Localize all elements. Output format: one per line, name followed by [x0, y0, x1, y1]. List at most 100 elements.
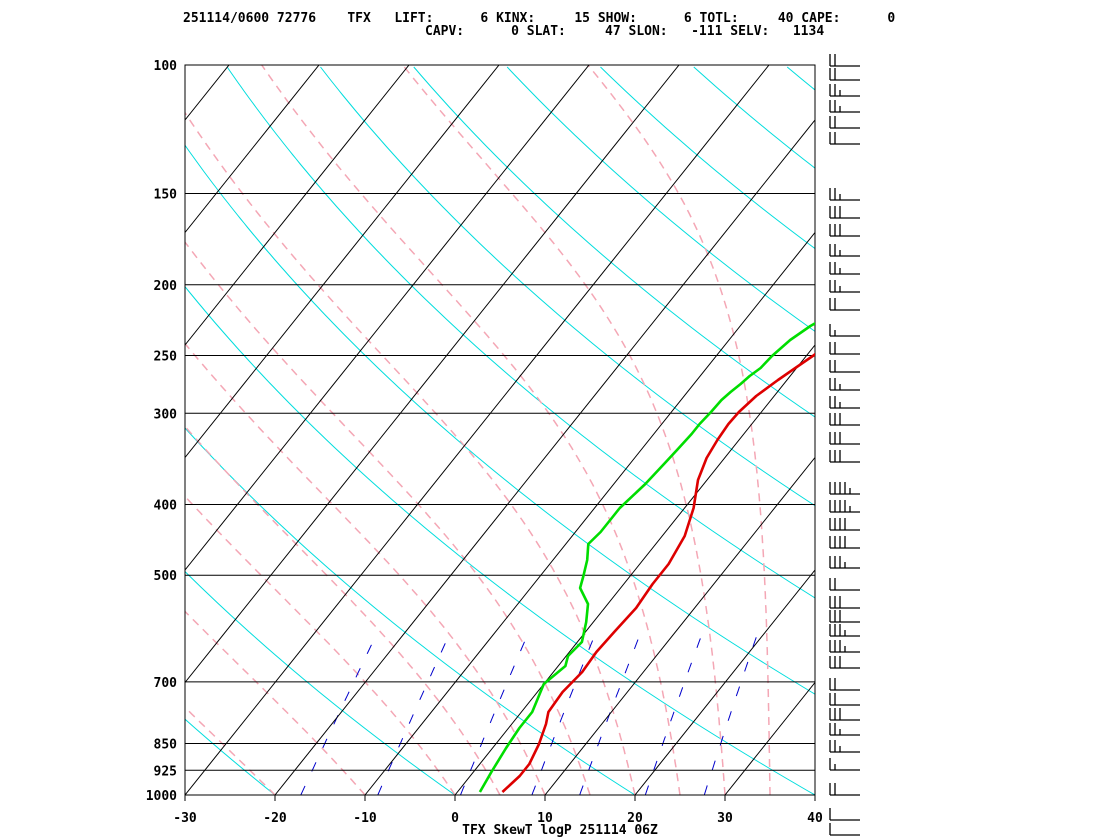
isotherm	[185, 65, 230, 121]
wind-barb	[829, 68, 860, 81]
moist-adiabat	[185, 425, 501, 795]
isotherm	[185, 65, 410, 346]
wind-barb	[829, 54, 860, 67]
pressure-tick-label: 700	[154, 676, 178, 691]
dry-adiabat	[881, 67, 1120, 795]
isotherm	[634, 569, 815, 795]
wind-barb	[829, 262, 860, 275]
dry-adiabat	[0, 67, 95, 795]
wind-barb	[829, 708, 860, 721]
wind-barb	[829, 342, 860, 355]
x-tick-label: 40	[807, 811, 823, 826]
wind-barb	[829, 500, 860, 513]
wind-barb	[829, 413, 860, 426]
x-axis-label: TFX SkewT logP 251114 06Z	[462, 823, 658, 838]
wind-barb	[829, 298, 860, 311]
wind-barb	[829, 536, 860, 549]
wind-barb	[829, 396, 860, 409]
temperature-tick-labels: -30 -20 -10 0 10 20 30 40	[173, 811, 823, 826]
moist-adiabat	[185, 111, 636, 795]
wind-barb	[829, 378, 860, 391]
pressure-tick-label: 1000	[146, 789, 177, 804]
isotherm	[185, 65, 590, 571]
pressure-tick-label: 250	[154, 350, 178, 365]
moist-adiabat	[185, 610, 366, 795]
wind-barb	[829, 280, 860, 293]
wind-barb	[829, 783, 860, 796]
wind-barb	[829, 188, 860, 201]
dry-adiabat	[693, 66, 815, 169]
x-tick-label: 30	[717, 811, 733, 826]
dry-adiabat	[226, 66, 815, 599]
wind-barb	[829, 116, 860, 129]
pressure-tick-label: 925	[154, 764, 177, 779]
dry-adiabat	[185, 718, 276, 795]
isotherm	[274, 119, 815, 795]
wind-barb	[829, 678, 860, 691]
wind-barb	[829, 578, 860, 591]
wind-barb	[829, 224, 860, 237]
wind-barb	[829, 758, 860, 771]
moist-adiabat	[587, 65, 771, 795]
isotherm	[544, 456, 815, 795]
isotherm	[185, 65, 500, 459]
dry-adiabat	[185, 427, 636, 795]
isotherm	[814, 794, 815, 795]
wind-barb	[829, 823, 860, 836]
wind-barb	[829, 556, 860, 569]
wind-barb	[829, 432, 860, 445]
wind-barb	[829, 206, 860, 219]
dry-adiabat	[974, 67, 1120, 795]
isotherm	[185, 65, 680, 684]
mixing-ratio-line	[460, 632, 529, 795]
x-tick-label: -30	[173, 811, 197, 826]
x-tick-label: 20	[627, 811, 643, 826]
isotherm	[905, 65, 1120, 795]
pressure-tick-label: 200	[154, 279, 178, 294]
moist-adiabat	[185, 342, 546, 795]
isotherm	[185, 65, 320, 234]
plot-border	[184, 64, 816, 796]
wind-barb	[829, 100, 860, 113]
dry-adiabat	[185, 285, 815, 795]
wind-barb	[829, 610, 860, 623]
wind-barb	[829, 693, 860, 706]
moist-adiabat	[185, 240, 591, 795]
moist-adiabat	[185, 495, 456, 795]
isotherm	[0, 65, 139, 795]
dry-adiabat	[320, 66, 815, 507]
x-tick-label: -10	[353, 811, 377, 826]
dry-adiabat	[185, 144, 815, 695]
isotherm	[364, 231, 815, 795]
mixing-ratio-line	[644, 632, 703, 795]
header-line-2: CAPV: 0 SLAT: 47 SLON: -111 SELV: 1134	[425, 24, 824, 39]
isotherm	[0, 65, 49, 795]
isotherm	[724, 681, 815, 795]
wind-barbs	[829, 54, 860, 836]
mixing-ratio-line	[703, 632, 759, 795]
x-tick-label: 0	[451, 811, 459, 826]
isotherm	[454, 344, 815, 795]
pressure-tick-label: 850	[154, 738, 178, 753]
mixing-ratio-line	[531, 632, 597, 795]
mixing-ratio-line	[579, 632, 642, 795]
wind-barb	[829, 723, 860, 736]
dry-adiabat	[506, 66, 815, 332]
pressure-tick-label: 150	[154, 188, 178, 203]
pressure-tick-label: 500	[154, 569, 178, 584]
isotherm	[185, 65, 770, 795]
dry-adiabat	[600, 66, 815, 250]
series-layer	[478, 321, 815, 793]
dry-adiabat	[1067, 67, 1120, 795]
wind-barb	[829, 84, 860, 97]
wind-barb	[829, 482, 860, 495]
wind-barb	[829, 656, 860, 669]
wind-barb	[829, 324, 860, 337]
dewpoint-profile	[478, 321, 815, 793]
wind-barb	[829, 640, 860, 653]
wind-barb	[829, 624, 860, 637]
wind-barb	[829, 450, 860, 463]
wind-barb	[829, 132, 860, 145]
pressure-tick-label: 300	[154, 407, 178, 422]
